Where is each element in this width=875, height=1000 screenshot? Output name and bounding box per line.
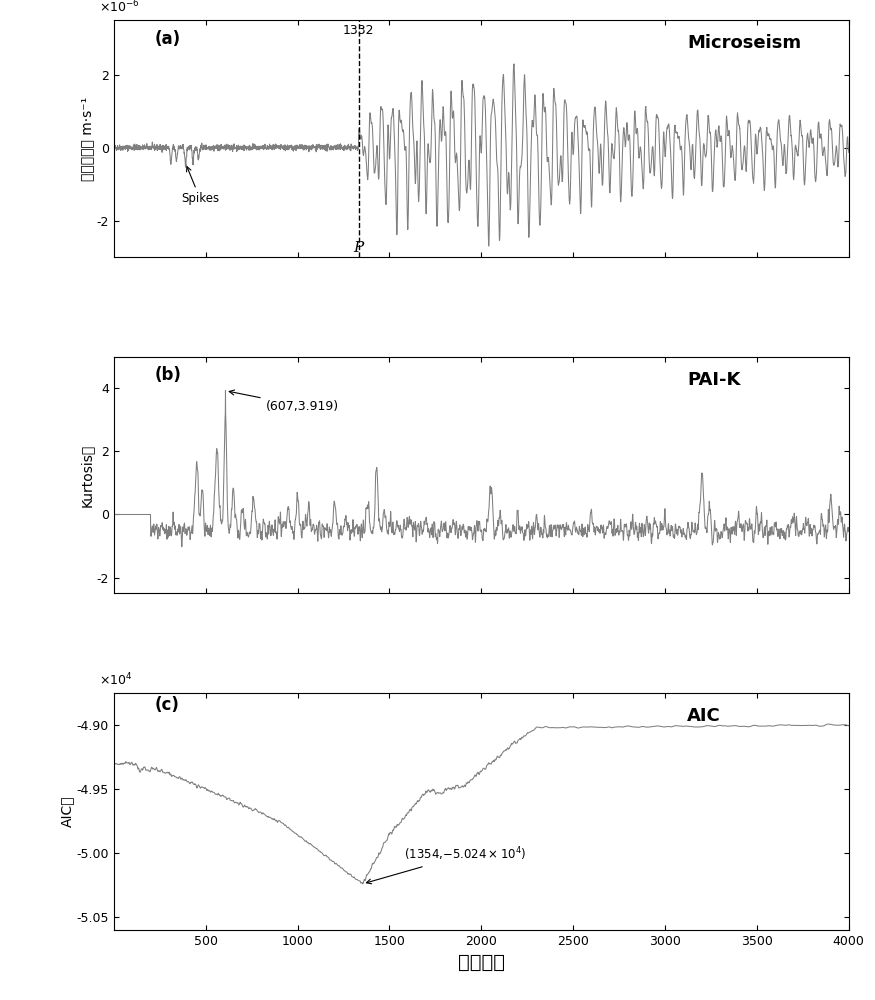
Y-axis label: Kurtosis值: Kurtosis值 — [80, 443, 94, 507]
Text: AIC: AIC — [687, 707, 721, 725]
X-axis label: 采样点数: 采样点数 — [458, 953, 505, 972]
Text: (1354,$-5.024\times10^{4}$): (1354,$-5.024\times10^{4}$) — [367, 846, 527, 884]
Text: (a): (a) — [154, 30, 180, 48]
Y-axis label: 速度振幅／ m·s⁻¹: 速度振幅／ m·s⁻¹ — [80, 96, 94, 181]
Text: P: P — [354, 241, 364, 255]
Text: (607,3.919): (607,3.919) — [229, 390, 339, 413]
Y-axis label: AIC值: AIC值 — [60, 796, 74, 827]
Text: 1332: 1332 — [343, 24, 374, 37]
Text: Spikes: Spikes — [181, 167, 219, 205]
Text: Microseism: Microseism — [687, 34, 802, 52]
Text: $\times10^{-6}$: $\times10^{-6}$ — [99, 0, 140, 15]
Text: (b): (b) — [154, 366, 181, 384]
Text: PAI-K: PAI-K — [687, 371, 740, 389]
Text: (c): (c) — [154, 696, 179, 714]
Text: $\times10^{4}$: $\times10^{4}$ — [99, 672, 132, 688]
